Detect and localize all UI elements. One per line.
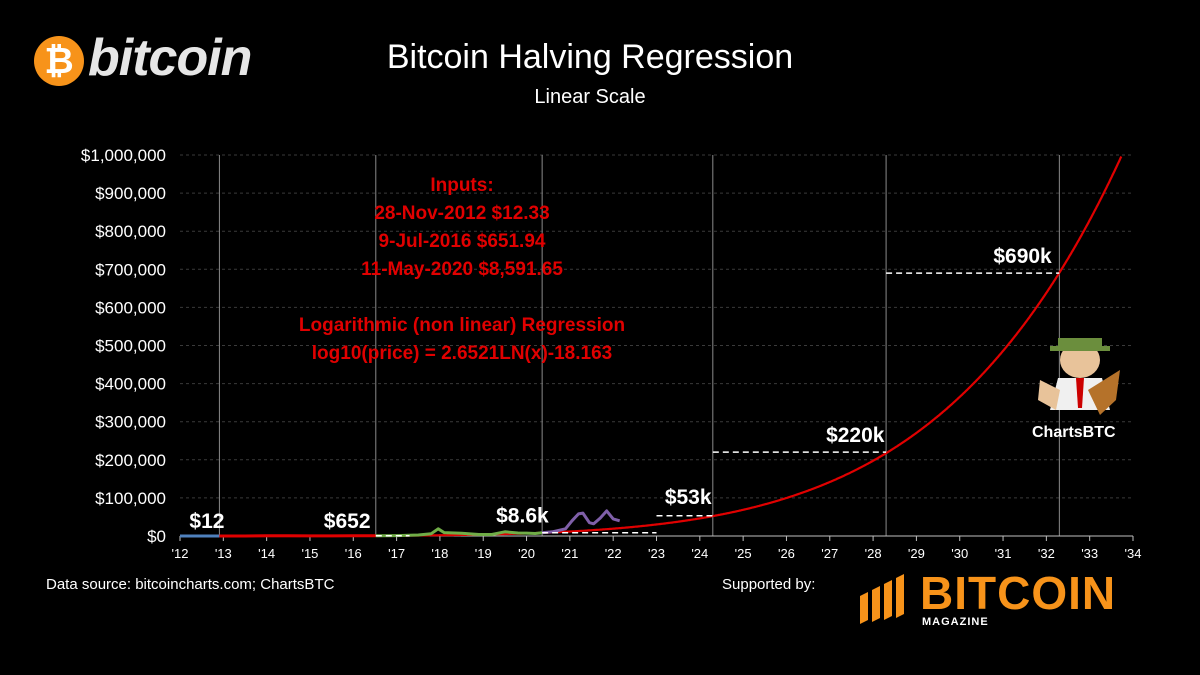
annotation-label: $53k xyxy=(665,486,712,509)
annotation-label: $690k xyxy=(993,245,1052,268)
x-tick-label: '24 xyxy=(691,546,708,561)
x-tick-label: '32 xyxy=(1038,546,1055,561)
input-line: 11-May-2020 $8,591.65 xyxy=(361,259,563,280)
y-tick-label: $900,000 xyxy=(95,184,166,203)
x-tick-label: '20 xyxy=(518,546,535,561)
y-tick-label: $600,000 xyxy=(95,298,166,317)
x-tick-label: '13 xyxy=(215,546,232,561)
x-tick-label: '28 xyxy=(865,546,882,561)
x-tick-label: '33 xyxy=(1081,546,1098,561)
x-tick-label: '22 xyxy=(605,546,622,561)
x-tick-label: '34 xyxy=(1125,546,1142,561)
x-tick-label: '18 xyxy=(431,546,448,561)
x-tick-label: '23 xyxy=(648,546,665,561)
regression-formula: log10(price) = 2.6521LN(x)-18.163 xyxy=(311,343,613,364)
x-tick-label: '30 xyxy=(951,546,968,561)
annotation-label: $8.6k xyxy=(496,505,549,528)
y-tick-label: $800,000 xyxy=(95,222,166,241)
sponsor-name: BITCOIN xyxy=(920,567,1117,619)
annotation-label: $652 xyxy=(324,510,371,533)
data-source-note: Data source: bitcoincharts.com; ChartsBT… xyxy=(46,576,335,593)
price-series-4 xyxy=(541,509,621,535)
x-tick-label: '17 xyxy=(388,546,405,561)
x-tick-label: '26 xyxy=(778,546,795,561)
y-tick-label: $500,000 xyxy=(95,337,166,356)
price-series-3 xyxy=(375,527,543,538)
y-tick-label: $400,000 xyxy=(95,375,166,394)
y-tick-label: $100,000 xyxy=(95,489,166,508)
x-tick-label: '12 xyxy=(172,546,189,561)
bitcoin-wordmark: bitcoin xyxy=(88,29,252,87)
y-tick-label: $200,000 xyxy=(95,451,166,470)
sponsor-subtitle: MAGAZINE xyxy=(922,616,989,628)
regression-title: Logarithmic (non linear) Regression xyxy=(298,315,626,336)
annotation-label: $220k xyxy=(826,424,885,447)
y-tick-label: $0 xyxy=(147,527,166,546)
x-tick-label: '29 xyxy=(908,546,925,561)
input-line: 9-Jul-2016 $651.94 xyxy=(378,231,546,252)
x-tick-label: '27 xyxy=(821,546,838,561)
inputs-heading: Inputs: xyxy=(430,175,494,196)
annotation-label: $12 xyxy=(189,510,224,533)
input-line: 28-Nov-2012 $12.33 xyxy=(374,203,550,224)
x-tick-label: '16 xyxy=(345,546,362,561)
inputs-annotation: Inputs: 28-Nov-2012 $12.33 9-Jul-2016 $6… xyxy=(262,172,662,368)
chart-title: Bitcoin Halving Regression xyxy=(386,38,794,76)
x-tick-label: '19 xyxy=(475,546,492,561)
bitcoin-coin-icon: ₿ xyxy=(34,36,84,86)
bitcoin-magazine-icon xyxy=(860,574,904,624)
x-tick-label: '21 xyxy=(561,546,578,561)
mascot-icon xyxy=(1038,338,1120,415)
y-tick-label: $700,000 xyxy=(95,260,166,279)
x-tick-label: '25 xyxy=(735,546,752,561)
bitcoin-logo: ₿ bitcoin xyxy=(34,29,274,90)
mascot-label: ChartsBTC xyxy=(1032,424,1116,441)
x-tick-label: '15 xyxy=(301,546,318,561)
bitcoin-magazine-logo: BITCOIN MAGAZINE xyxy=(858,567,1148,634)
x-tick-label: '14 xyxy=(258,546,275,561)
y-tick-label: $300,000 xyxy=(95,413,166,432)
x-tick-label: '31 xyxy=(995,546,1012,561)
y-tick-label: $1,000,000 xyxy=(81,146,166,165)
supported-by-label: Supported by: xyxy=(722,576,816,593)
chart-subtitle: Linear Scale xyxy=(534,86,646,108)
